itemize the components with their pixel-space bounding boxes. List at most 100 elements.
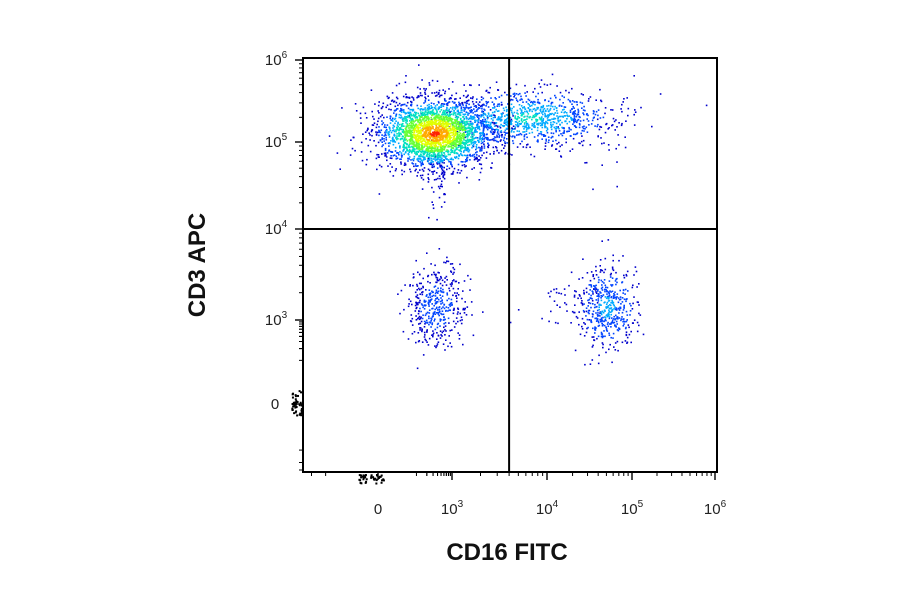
event-dot xyxy=(448,130,451,132)
event-dot xyxy=(441,133,443,135)
event-dot xyxy=(481,120,484,123)
event-dot xyxy=(414,291,417,294)
event-dot xyxy=(437,143,440,145)
event-dot xyxy=(465,102,468,104)
event-dot xyxy=(455,156,458,159)
event-dot xyxy=(607,128,609,130)
event-dot xyxy=(595,327,597,329)
event-dot xyxy=(452,106,454,109)
event-dot xyxy=(432,127,434,130)
event-dot xyxy=(593,110,595,113)
event-dot xyxy=(416,165,418,167)
offscale-event xyxy=(364,474,367,477)
event-dot xyxy=(476,124,478,126)
event-dot xyxy=(482,133,484,135)
event-dot xyxy=(509,117,512,119)
event-dot xyxy=(421,168,424,171)
event-dot xyxy=(479,157,482,159)
event-dot xyxy=(541,124,544,126)
event-dot xyxy=(421,304,424,306)
event-dot xyxy=(576,317,579,319)
event-dot xyxy=(540,79,543,81)
event-dot xyxy=(438,196,441,199)
event-dot xyxy=(470,301,473,303)
event-dot xyxy=(626,342,628,344)
event-dot xyxy=(487,117,489,119)
event-dot xyxy=(409,124,412,127)
event-dot xyxy=(460,150,462,153)
event-dot xyxy=(594,288,597,290)
event-dot xyxy=(578,294,581,296)
event-dot xyxy=(492,146,495,149)
event-dot xyxy=(546,105,548,107)
offscale-event xyxy=(293,404,296,407)
event-dot xyxy=(618,298,621,301)
offscale-event xyxy=(295,400,298,403)
event-dot xyxy=(485,103,488,105)
event-dot xyxy=(531,118,533,121)
event-dot xyxy=(373,140,375,142)
event-dot xyxy=(567,98,570,101)
event-dot xyxy=(430,320,432,322)
event-dot xyxy=(439,106,442,109)
event-dot xyxy=(452,273,454,275)
event-dot xyxy=(429,140,431,143)
event-dot xyxy=(598,303,601,306)
event-dot xyxy=(501,115,503,118)
event-dot xyxy=(441,132,443,134)
event-dot xyxy=(443,123,445,126)
event-dot xyxy=(434,264,436,267)
event-dot xyxy=(519,107,521,110)
event-dot xyxy=(615,326,617,328)
event-dot xyxy=(430,116,432,119)
event-dot xyxy=(405,151,407,153)
event-dot xyxy=(500,116,502,119)
event-dot xyxy=(589,289,591,291)
event-dot xyxy=(519,143,522,145)
event-dot xyxy=(433,131,436,134)
event-dot xyxy=(415,145,418,147)
event-dot xyxy=(626,97,628,99)
event-dot xyxy=(431,114,433,117)
event-dot xyxy=(465,165,467,167)
event-dot xyxy=(581,102,584,104)
event-dot xyxy=(447,146,449,148)
event-dot xyxy=(422,170,425,172)
event-dot xyxy=(543,135,545,137)
event-dot xyxy=(453,326,456,328)
event-dot xyxy=(421,113,423,116)
event-dot xyxy=(432,313,435,316)
event-dot xyxy=(593,285,595,287)
event-dot xyxy=(585,161,588,164)
event-dot xyxy=(597,276,600,279)
event-dot xyxy=(434,295,437,297)
event-dot xyxy=(463,308,466,311)
event-dot xyxy=(598,128,601,131)
offscale-event xyxy=(382,479,385,482)
event-dot xyxy=(437,298,440,301)
event-dot xyxy=(465,127,467,129)
event-dot xyxy=(575,315,578,318)
event-dot xyxy=(415,307,417,310)
event-dot xyxy=(582,309,585,312)
event-dot xyxy=(462,106,465,109)
event-dot xyxy=(630,341,632,344)
event-dot xyxy=(496,118,498,121)
event-dot xyxy=(431,303,433,305)
event-dot xyxy=(587,114,589,117)
event-dot xyxy=(434,107,437,109)
event-dot xyxy=(601,286,604,289)
event-dot xyxy=(410,108,412,111)
event-dot xyxy=(482,112,485,114)
event-dot xyxy=(455,125,457,127)
event-dot xyxy=(615,309,618,311)
event-dot xyxy=(511,111,513,114)
event-dot xyxy=(433,179,436,181)
event-dot xyxy=(425,321,427,324)
event-dot xyxy=(625,120,627,122)
event-dot xyxy=(409,129,411,131)
event-dot xyxy=(444,119,446,122)
event-dot xyxy=(465,143,467,145)
event-dot xyxy=(485,136,488,139)
event-dot xyxy=(601,335,604,337)
